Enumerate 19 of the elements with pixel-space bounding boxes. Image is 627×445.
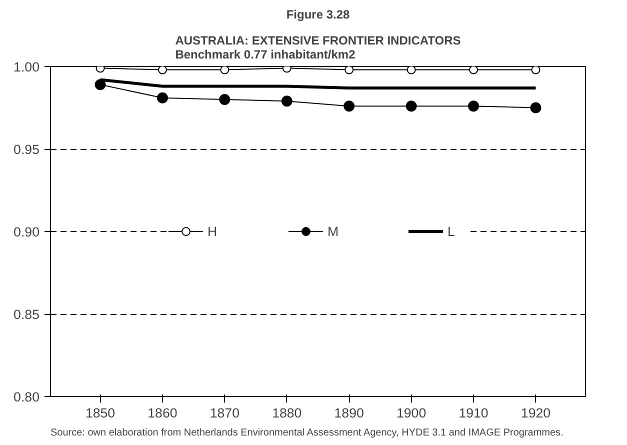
x-tick-label: 1870 [210, 406, 240, 420]
legend-label: L [448, 224, 456, 238]
x-tick-label: 1920 [520, 406, 551, 420]
y-tick-label: 0.80 [14, 390, 40, 404]
y-tick-label: 0.90 [14, 224, 40, 240]
y-tick-label: 1.00 [14, 60, 40, 74]
source-note: Source: own elaboration from Netherlands Environmental Assessment Agency, HYDE 3.1 and IMAGE Programmes. [50, 428, 564, 438]
legend-label: M [328, 224, 340, 238]
x-tick-label: 1850 [85, 406, 116, 420]
x-tick-label: 1860 [148, 406, 178, 420]
legend-label: H [208, 224, 218, 238]
x-tick-label: 1910 [458, 406, 488, 420]
y-tick-label: 0.95 [14, 142, 40, 157]
x-tick-label: 1880 [272, 406, 302, 420]
x-tick-label: 1890 [334, 406, 364, 420]
chart-subtitle: AUSTRALIA: EXTENSIVE FRONTIER INDICATORS Benchmark 0.77 inhabitant/km2 [175, 34, 461, 62]
y-tick-label: 0.85 [14, 307, 40, 322]
x-tick-label: 1900 [396, 406, 426, 420]
chart-title: Figure 3.28 [286, 8, 350, 22]
